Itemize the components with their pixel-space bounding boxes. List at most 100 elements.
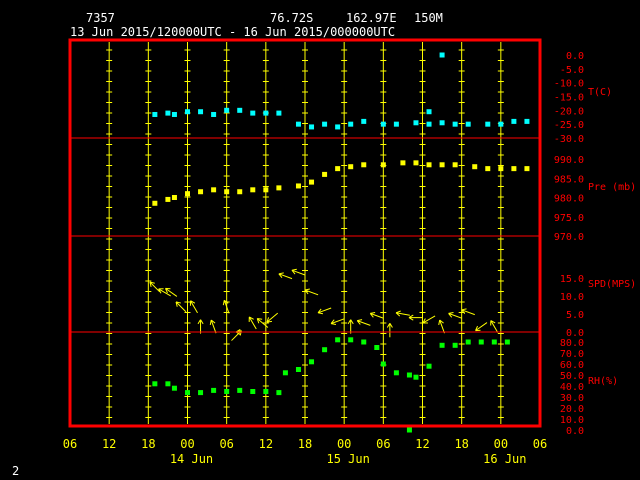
rh-point — [335, 337, 341, 343]
wind-arrow — [330, 318, 345, 326]
rh-point — [439, 342, 445, 348]
temp-point — [250, 110, 256, 116]
wind-arrow — [197, 319, 204, 334]
pres-point — [276, 185, 282, 191]
x-tick-label: 06 — [219, 437, 233, 451]
wind-arrow — [356, 319, 371, 326]
temp-tick-label: -5.0 — [560, 65, 584, 76]
wind-arrow — [369, 311, 384, 319]
rh-point — [465, 339, 471, 345]
pres-point — [380, 162, 386, 168]
temp-point — [485, 121, 491, 127]
pres-point — [295, 183, 301, 189]
x-tick-label: 00 — [180, 437, 194, 451]
rh-point — [198, 390, 204, 396]
pres-point — [524, 166, 530, 172]
rh-point — [413, 374, 419, 380]
rh-point — [309, 359, 315, 365]
pres-point — [263, 187, 269, 193]
pres-point — [185, 191, 190, 197]
rh-point — [263, 389, 269, 394]
rh-tick-label: 10.0 — [560, 415, 584, 426]
pres-point — [165, 196, 171, 202]
temp-point — [348, 121, 354, 127]
wind-arrow — [291, 268, 306, 276]
rh-point — [165, 381, 171, 387]
temp-tick-label: -10.0 — [554, 79, 584, 90]
temp-point — [171, 111, 177, 117]
pres-point — [250, 187, 256, 193]
x-tick-label: 12 — [415, 437, 429, 451]
x-tick-label: 18 — [454, 437, 468, 451]
pres-tick-label: 985.0 — [554, 174, 584, 185]
x-tick-label: 00 — [337, 437, 351, 451]
rh-point — [211, 387, 217, 393]
pres-axis-label: Pre (mb) — [588, 182, 636, 193]
wind-arrow — [266, 312, 279, 323]
temp-tick-label: -30.0 — [554, 134, 584, 145]
pres-point — [472, 164, 478, 170]
pres-point — [413, 160, 419, 166]
wind-arrow — [304, 288, 319, 296]
rh-point — [504, 339, 510, 345]
wind-arrow — [386, 322, 393, 338]
rh-axis-label: RH(%) — [588, 376, 618, 387]
x-tick-label: 00 — [494, 437, 508, 451]
pres-point — [335, 166, 341, 172]
temp-point — [426, 121, 432, 127]
rh-tick-label: 50.0 — [560, 371, 584, 382]
temp-point — [511, 118, 517, 124]
pres-point — [171, 195, 177, 200]
pres-tick-label: 970.0 — [554, 232, 584, 243]
rh-tick-label: 60.0 — [560, 360, 584, 371]
wind-arrow — [256, 318, 269, 328]
pres-point — [237, 189, 243, 195]
pres-point — [400, 160, 406, 166]
wind-arrow — [490, 320, 499, 333]
wind-axis-label: SPD(MPS) — [588, 279, 636, 290]
rh-point — [452, 342, 458, 348]
x-tick-label: 06 — [63, 437, 77, 451]
rh-point — [224, 389, 230, 394]
pres-point — [224, 189, 230, 195]
rh-tick-label: 20.0 — [560, 404, 584, 415]
pres-point — [361, 162, 367, 168]
rh-point — [322, 347, 328, 353]
wind-arrow — [175, 301, 187, 313]
rh-point — [393, 370, 399, 376]
rh-tick-label: 40.0 — [560, 382, 584, 393]
temp-point — [380, 121, 386, 127]
wind-arrow — [347, 319, 354, 334]
wind-arrow — [408, 314, 423, 321]
temp-point — [152, 111, 158, 117]
wind-arrow — [189, 300, 198, 314]
wind-arrow — [248, 316, 257, 330]
pres-tick-label: 975.0 — [554, 213, 584, 224]
rh-point — [237, 387, 243, 393]
temp-point — [393, 121, 399, 127]
pres-point — [485, 166, 491, 172]
pres-tick-label: 990.0 — [554, 155, 584, 166]
temp-tick-label: -15.0 — [554, 93, 584, 104]
x-tick-label: 06 — [376, 437, 390, 451]
wind-arrow — [422, 315, 436, 324]
rh-point — [171, 385, 177, 391]
pres-point — [498, 166, 504, 172]
rh-point — [426, 363, 432, 369]
date-label: 15 Jun — [326, 452, 369, 466]
x-tick-label: 12 — [102, 437, 116, 451]
station-id: 7357 — [86, 11, 115, 25]
temp-point — [426, 109, 432, 115]
temp-point — [335, 124, 341, 130]
rh-point — [282, 370, 288, 376]
wind-arrow — [317, 307, 332, 315]
rh-point — [361, 339, 367, 345]
temp-point — [439, 120, 445, 126]
time-period: 13 Jun 2015/120000UTC - 16 Jun 2015/0000… — [70, 25, 396, 39]
wind-arrow — [461, 308, 475, 316]
temp-point — [263, 110, 269, 116]
wind-arrow — [209, 319, 217, 334]
wind-arrow — [149, 281, 161, 293]
frame-number: 2 — [12, 464, 20, 478]
